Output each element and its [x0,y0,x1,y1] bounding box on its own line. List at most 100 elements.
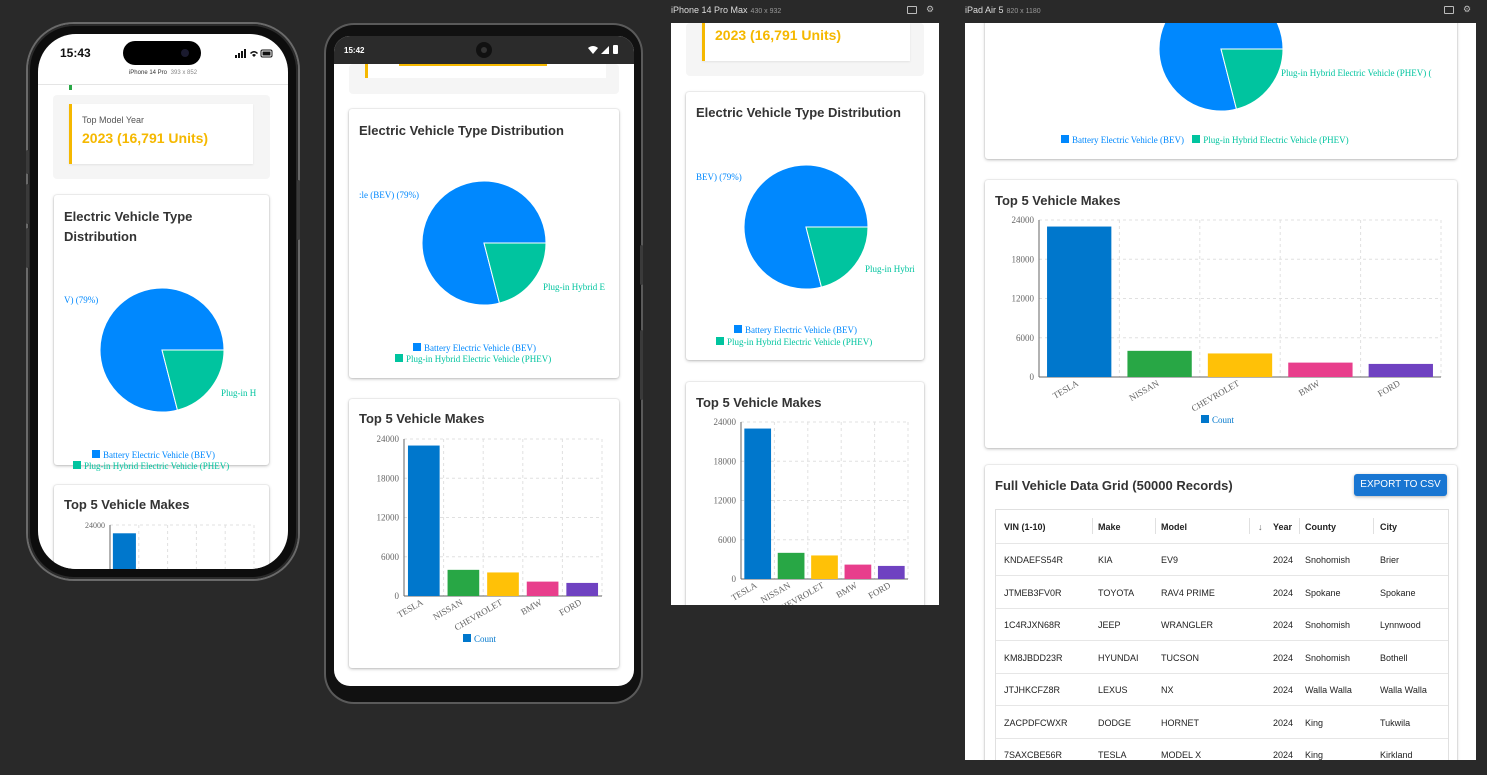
rotate-icon[interactable] [907,6,917,14]
bar-nissan[interactable] [777,552,805,579]
front-camera-icon [476,42,492,58]
bar-tesla[interactable] [112,533,136,569]
legend-label-bev: Battery Electric Vehicle (BEV) [424,343,537,353]
table-row[interactable]: KM8JBDD23R HYUNDAI TUCSON 2024 Snohomish Both… [996,641,1448,674]
legend-label-phev: Plug-in Hybrid Electric Vehicle (PHEV) [1203,135,1349,145]
table-row[interactable]: KNDAEFS54R KIA EV9 2024 Snohomish Brier [996,543,1448,576]
device-name: iPhone 14 Pro Max [671,5,748,15]
cell-vin: KM8JBDD23R [1004,652,1063,663]
y-tick-label: 6000 [1016,333,1035,343]
bar-legend[interactable]: Count [1201,415,1234,425]
table-row[interactable]: 7SAXCBE56R TESLA MODEL X 2024 King Kirkland [996,738,1448,760]
cell-vin: JTJHKCFZ8R [1004,685,1060,695]
legend-item-phev[interactable]: Plug-in Hybrid Electric Vehicle (PHEV) [1192,135,1349,145]
wifi-icon [250,51,258,57]
bar-ford[interactable] [566,582,599,596]
cell-make: LEXUS [1098,685,1128,695]
table-row[interactable]: JTJHKCFZ8R LEXUS NX 2024 Walla Walla Walla Wa… [996,673,1448,706]
legend-swatch-count [463,634,471,642]
bar-bmw[interactable] [1288,362,1353,377]
legend-label-count: Count [1212,415,1235,425]
device-dims: 393 x 852 [170,70,198,76]
cell-city: Brier [1380,555,1400,565]
settings-icon[interactable]: ⚙ [1463,4,1472,14]
cell-model: MODEL X [1161,750,1202,760]
column-header-model[interactable]: Model [1161,522,1187,532]
legend-item-phev[interactable]: Plug-in Hybrid Electric Vehicle (PHEV) [716,337,872,347]
bar-bmw[interactable] [844,564,872,579]
column-header-city[interactable]: City [1380,522,1398,532]
table-row[interactable]: JTMEB3FV0R TOYOTA RAV4 PRIME 2024 Spokane Spo… [996,576,1448,609]
android-status-bar: 15:42 [334,36,634,64]
pie-slice-phev[interactable] [1220,48,1284,110]
bar-chevrolet[interactable] [811,555,838,579]
rotate-icon[interactable] [1444,6,1454,14]
pie-card: Electric Vehicle Type Distribution :le (… [349,109,619,378]
pie-slice-phev[interactable] [483,242,547,304]
x-tick-label: NISSAN [1127,378,1161,403]
bar-tesla[interactable] [1047,226,1112,377]
bar-nissan[interactable] [1127,350,1192,377]
column-header-county[interactable]: County [1305,522,1336,532]
device-label-ipad: iPad Air 5 820 x 1180 [965,5,1041,15]
table-header-row: VIN (1-10) Make Model ↓ Year County City [996,510,1448,544]
legend-label-phev: Plug-in Hybrid Electric Vehicle (PHEV) [84,461,230,471]
camera-icon [181,49,189,57]
pie-title-line-2: Distribution [64,229,137,244]
legend-swatch-phev [716,337,724,345]
stat-label: Top Model Year [82,115,145,125]
x-tick-label: BMW [834,580,859,600]
legend-item-bev[interactable]: Battery Electric Vehicle (BEV) [92,450,215,460]
data-grid-table: VIN (1-10) Make Model ↓ Year County City… [995,509,1449,760]
bar-chevrolet[interactable] [487,572,519,596]
bar-chevrolet[interactable] [1207,353,1273,377]
x-tick-label: FORD [867,580,893,601]
android-status-time: 15:42 [344,46,365,55]
legend-item-bev[interactable]: Battery Electric Vehicle (BEV) [413,343,536,353]
legend-item-bev[interactable]: Battery Electric Vehicle (BEV) [734,325,857,335]
bar-legend[interactable]: Count [463,634,496,644]
legend-item-bev[interactable]: Battery Electric Vehicle (BEV) [1061,135,1184,145]
pie-slice-phev[interactable] [161,349,225,411]
bar-card: Top 5 Vehicle Makes 0 6000 12000 18000 24000… [686,382,924,605]
top-model-year-box: Top Model Year 2023 (16,791 Units) [69,104,253,164]
column-header-year[interactable]: Year [1273,522,1293,532]
settings-icon[interactable]: ⚙ [926,4,935,14]
stat-card: 2023 (16,791 Units) [686,23,924,76]
cell-county: Spokane [1305,587,1341,598]
legend-item-phev[interactable]: Plug-in Hybrid Electric Vehicle (PHEV) [395,354,551,364]
cell-city: Tukwila [1380,717,1411,728]
bar-ford[interactable] [877,565,905,579]
x-tick-label: TESLA [396,597,426,620]
android-signal-icon [601,46,609,54]
table-row[interactable]: 1C4RJXN68R JEEP WRANGLER 2024 Snohomish Lynnw… [996,608,1448,641]
y-tick-label: 18000 [377,473,400,483]
export-csv-button[interactable]: EXPORT TO CSV [1354,474,1447,496]
power-button [297,180,300,240]
sort-arrow-down-icon[interactable]: ↓ [1258,522,1263,532]
cell-make: HYUNDAI [1098,652,1139,663]
pie-slice-bev[interactable] [1158,23,1284,112]
bar-nissan[interactable] [447,569,480,596]
pie-label-bev: V) (79%) [64,295,99,305]
y-tick-label: 6000 [718,535,737,545]
bar-bmw[interactable] [526,581,559,596]
column-header-make[interactable]: Make [1098,522,1121,532]
legend-item-phev[interactable]: Plug-in Hybrid Electric Vehicle (PHEV) [73,461,229,471]
legend-swatch-phev [1192,135,1201,143]
legend-label-bev: Battery Electric Vehicle (BEV) [745,325,858,335]
column-header-vin[interactable]: VIN (1-10) [1004,522,1046,532]
cell-vin: JTMEB3FV0R [1004,587,1062,598]
pie-label-bev: :le (BEV) (79%) [359,190,419,200]
device-bar: iPhone 14 Pro 393 x 852 [38,70,288,86]
bar-ford[interactable] [1368,363,1433,377]
bar-tesla[interactable] [407,445,440,596]
table-row[interactable]: ZACPDFCWXR DODGE HORNET 2024 King Tukwila [996,706,1448,739]
bar-tesla[interactable] [744,428,772,579]
pie-slice-phev[interactable] [805,226,869,288]
pie-chart [743,164,869,290]
y-tick-label: 18000 [714,456,737,466]
pro-max-viewport: 2023 (16,791 Units) Electric Vehicle Typ… [671,23,939,605]
legend-swatch-phev [73,461,81,469]
stat-value: 2023 (16,791 Units) [715,27,842,43]
